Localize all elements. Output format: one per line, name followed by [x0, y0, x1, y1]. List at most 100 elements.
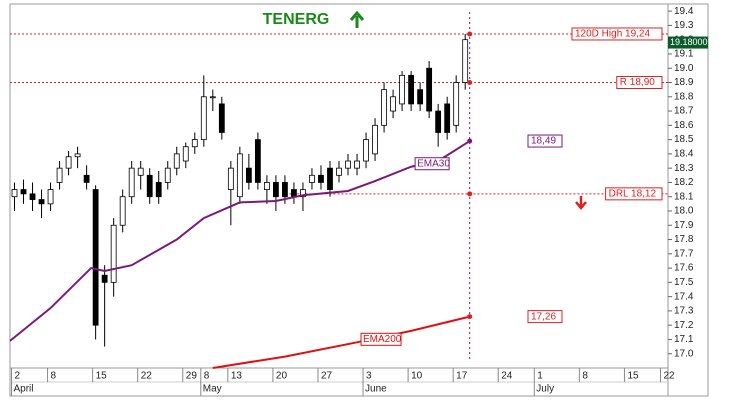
annotation-box: [605, 187, 663, 201]
y-tick-label: 18.0: [674, 206, 694, 217]
candle-body: [119, 196, 126, 226]
x-tick-label: 1: [537, 371, 543, 382]
plot-area: [9, 3, 669, 369]
month-label: May: [203, 384, 222, 395]
x-tick-label: 13: [231, 371, 243, 382]
month-label: June: [365, 384, 387, 395]
candle-body: [363, 139, 369, 162]
candle-body: [291, 189, 297, 198]
candle-body: [218, 103, 225, 133]
ma-line: [212, 315, 470, 369]
candle-body: [11, 189, 18, 198]
candle-body: [47, 189, 54, 205]
x-tick-label: 8: [51, 371, 57, 382]
candle-body: [417, 89, 424, 105]
trend-arrow-down: [575, 196, 587, 210]
y-tick-label: 17.3: [674, 306, 694, 317]
y-tick-label: 17.5: [674, 277, 694, 288]
y-tick-label: 17.1: [674, 334, 694, 345]
candle-body: [263, 182, 270, 190]
y-tick-label: 17.0: [674, 348, 694, 359]
y-tick-label: 17.9: [674, 220, 694, 231]
y-tick-label: 18.4: [674, 149, 694, 160]
candle-body: [381, 89, 387, 126]
x-tick-label: 22: [141, 371, 153, 382]
candle-body: [191, 139, 198, 148]
x-tick-label: 10: [411, 371, 423, 382]
x-tick-label: 2: [15, 371, 21, 382]
candle-body: [92, 189, 99, 326]
candle-body: [101, 274, 108, 283]
candle-body: [336, 167, 342, 176]
annotation-box: [527, 310, 563, 324]
candle-body: [65, 156, 72, 169]
x-tick-label: 17: [456, 371, 468, 382]
candle-body: [38, 199, 45, 205]
x-tick-label: 8: [582, 371, 588, 382]
last-price-box: [668, 36, 708, 49]
candle-body: [390, 96, 396, 112]
x-tick-label: 22: [663, 371, 675, 382]
legend-box: [414, 157, 450, 171]
y-axis-area: [667, 3, 709, 397]
candle-body: [309, 174, 315, 183]
candle-body: [128, 167, 135, 198]
y-tick-label: 17.6: [674, 263, 694, 274]
annotation-label: R 18,90: [620, 77, 655, 88]
candle-body: [110, 224, 117, 283]
candle-body: [462, 39, 469, 83]
candle-body: [74, 153, 81, 158]
y-tick-label: 18.1: [674, 191, 694, 202]
candle-body: [137, 167, 144, 176]
month-label: July: [536, 384, 554, 395]
trend-arrow-up: [349, 10, 365, 28]
last-price-label: 19.18000: [670, 37, 708, 47]
candle-body: [254, 139, 261, 183]
y-tick-label: 18.2: [674, 177, 694, 188]
candle-body: [354, 160, 360, 169]
chart-title: TENERG: [263, 11, 330, 28]
candle-body: [444, 103, 451, 133]
candle-body: [20, 189, 27, 195]
candle-body: [345, 160, 351, 169]
candle-body: [318, 174, 324, 183]
y-tick-label: 19.1: [674, 49, 694, 60]
y-tick-label: 18.5: [674, 134, 694, 145]
candle-body: [56, 167, 63, 183]
x-tick-label: 15: [627, 371, 639, 382]
annotation-box: [527, 134, 563, 148]
legend-label: EMA200: [363, 334, 402, 345]
candle-body: [300, 189, 306, 198]
level-dot: [467, 191, 473, 197]
candle-body: [453, 82, 460, 126]
candle-body: [29, 193, 36, 200]
x-tick-label: 3: [366, 371, 372, 382]
x-tick-label: 24: [501, 371, 513, 382]
candle-body: [327, 167, 333, 190]
candle-body: [164, 167, 171, 183]
candle-body: [155, 182, 162, 198]
annotation-box: [571, 27, 663, 41]
y-tick-label: 17.4: [674, 291, 694, 302]
ma-line: [9, 140, 471, 342]
x-tick-label: 15: [96, 371, 108, 382]
y-tick-label: 18.6: [674, 120, 694, 131]
level-dot: [467, 138, 473, 144]
candle-body: [372, 124, 378, 155]
candle-body: [273, 182, 279, 198]
candle-body: [245, 167, 252, 183]
legend-label: EMA30: [417, 158, 450, 169]
x-tick-label: 8: [204, 371, 210, 382]
legend-box: [360, 332, 402, 346]
candle-body: [408, 74, 415, 105]
candle-body: [182, 146, 189, 162]
y-tick-label: 19.0: [674, 63, 694, 74]
y-tick-label: 18.7: [674, 106, 694, 117]
candle-body: [146, 174, 153, 198]
y-tick-label: 17.8: [674, 234, 694, 245]
y-tick-label: 19.3: [674, 20, 694, 31]
candle-body: [173, 153, 180, 169]
x-tick-label: 27: [321, 371, 333, 382]
annotation-box: [616, 76, 663, 90]
